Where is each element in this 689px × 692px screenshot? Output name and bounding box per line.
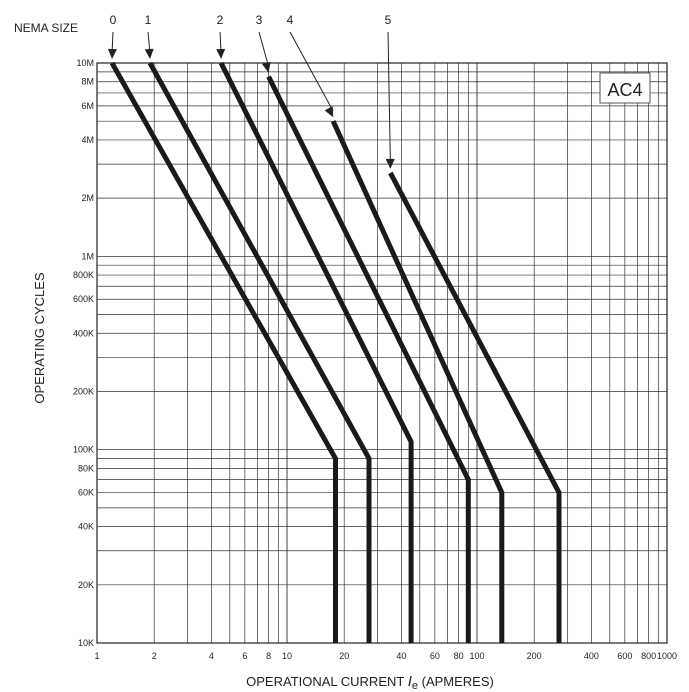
x-tick-label: 6 [242, 651, 247, 661]
y-tick-label: 80K [78, 463, 94, 473]
nema-size-label: 0 [110, 13, 117, 27]
x-tick-label: 2 [152, 651, 157, 661]
y-tick-label: 100K [73, 445, 94, 455]
x-tick-label: 1 [94, 651, 99, 661]
series-line-nema-5 [388, 171, 562, 643]
nema-arrow-line [387, 31, 391, 163]
nema-size-label: 3 [256, 13, 263, 27]
series-lines [109, 61, 562, 643]
x-tick-label: 400 [584, 651, 599, 661]
nema-size-label: 4 [287, 13, 294, 27]
x-tick-label: 1000 [657, 651, 677, 661]
x-tick-label: 8 [266, 651, 271, 661]
x-axis-title-symbol: I [408, 673, 412, 690]
nema-arrow-line [289, 31, 334, 112]
y-tick-label: 6M [81, 101, 94, 111]
y-tick-label: 800K [73, 270, 94, 280]
y-tick-label: 1M [81, 251, 94, 261]
y-axis-title: OPERATING CYCLES [32, 272, 47, 404]
x-axis-title-suffix: (APMERES) [418, 674, 494, 689]
x-tick-label: 60 [430, 651, 440, 661]
nema-size-label: 2 [217, 13, 224, 27]
y-tick-label: 400K [73, 328, 94, 338]
series-line-nema-4 [330, 120, 505, 643]
x-axis-title-prefix: OPERATIONAL CURRENT [246, 674, 408, 689]
y-tick-label: 20K [78, 580, 94, 590]
y-tick-label: 8M [81, 77, 94, 87]
nema-arrow-head [216, 48, 226, 59]
tick-labels: 1 2 4 6 8 10 20 40 60 80 100 200 400 600 800 1000 10K 20K… [73, 58, 677, 661]
y-tick-label: 2M [81, 193, 94, 203]
y-tick-label: 60K [78, 488, 94, 498]
x-tick-label: 800 [641, 651, 656, 661]
nema-title: NEMA SIZE [14, 21, 78, 35]
y-tick-label: 10M [76, 58, 94, 68]
badge-box [599, 72, 651, 104]
x-axis-title-sub: e [412, 680, 418, 692]
x-tick-label: 600 [617, 651, 632, 661]
x-axis-title: OPERATIONAL CURRENT Ie (APMERES) [246, 673, 494, 692]
x-tick-label: 100 [469, 651, 484, 661]
series-line-nema-3 [266, 75, 471, 643]
y-tick-label: 4M [81, 135, 94, 145]
plot-frame [96, 62, 668, 644]
x-tick-label: 200 [527, 651, 542, 661]
nema-markers: 0 1 2 3 4 5 [107, 13, 395, 169]
grid [96, 62, 668, 644]
y-tick-label: 200K [73, 386, 94, 396]
nema-arrow-head [144, 48, 154, 59]
x-tick-label: 40 [396, 651, 406, 661]
y-tick-label: 40K [78, 522, 94, 532]
y-tick-label: 10K [78, 638, 94, 648]
nema-arrow-head [107, 48, 117, 59]
nema-size-label: 5 [385, 13, 392, 27]
nema-arrow-head [261, 61, 271, 73]
x-tick-label: 10 [282, 651, 292, 661]
y-tick-label: 600K [73, 294, 94, 304]
x-tick-label: 20 [339, 651, 349, 661]
series-line-nema-0 [109, 61, 338, 643]
nema-arrow-line [258, 31, 270, 67]
series-line-nema-2 [218, 61, 414, 643]
badge-label: AC4 [607, 80, 642, 100]
nema-arrow-head [324, 106, 334, 118]
series-line-nema-1 [147, 61, 372, 643]
x-tick-label: 4 [209, 651, 214, 661]
nema-arrow-head [385, 158, 395, 169]
nema-size-label: 1 [145, 13, 152, 27]
x-tick-label: 80 [454, 651, 464, 661]
